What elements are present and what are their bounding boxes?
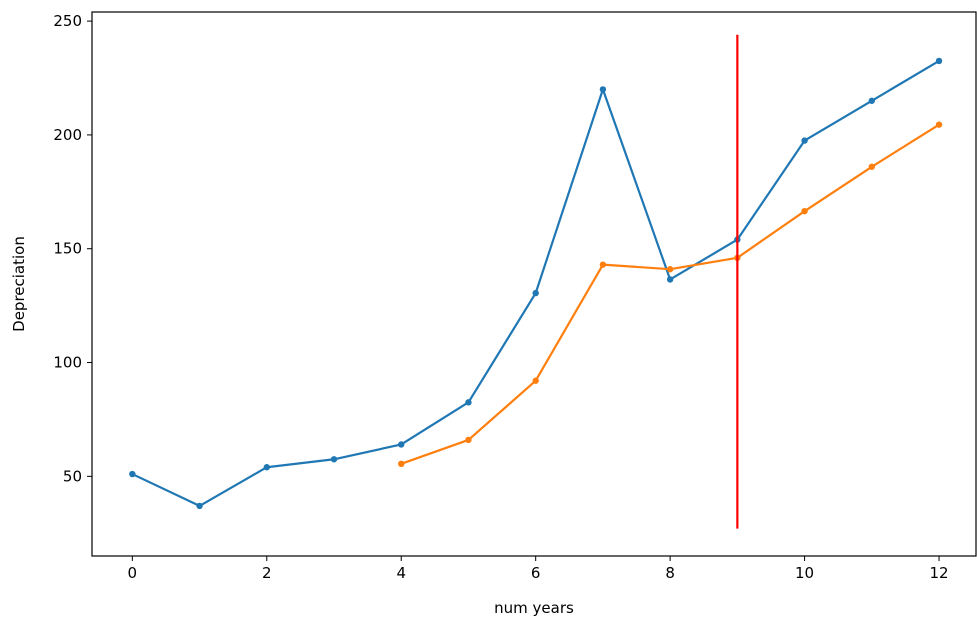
series-1-point bbox=[666, 276, 674, 283]
series-1-point bbox=[330, 456, 338, 463]
axes-frame bbox=[91, 11, 977, 557]
series-1-point bbox=[465, 399, 472, 406]
series-1-point bbox=[801, 137, 808, 144]
x-tick-label: 2 bbox=[262, 564, 272, 582]
series-2-point bbox=[666, 266, 674, 273]
series-1-point bbox=[935, 57, 943, 65]
plot-area bbox=[129, 34, 943, 529]
y-axis-ticks: 50 100 150 200 250 bbox=[53, 12, 92, 485]
y-tick-label: 200 bbox=[53, 126, 82, 144]
x-tick-label: 4 bbox=[396, 564, 406, 582]
series-1-point bbox=[263, 464, 270, 471]
x-tick-label: 10 bbox=[795, 564, 814, 582]
y-tick-label: 100 bbox=[53, 354, 82, 372]
x-tick-label: 12 bbox=[929, 564, 948, 582]
series-1-point bbox=[196, 502, 203, 510]
x-tick-label: 6 bbox=[531, 564, 541, 582]
series-2-line bbox=[400, 123, 940, 465]
series-2-point bbox=[599, 261, 607, 268]
series-1-point bbox=[398, 441, 405, 448]
y-tick-label: 50 bbox=[63, 467, 82, 485]
series-2-point bbox=[465, 436, 472, 444]
y-axis-label: Depreciation bbox=[10, 236, 28, 332]
y-tick-label: 150 bbox=[53, 240, 82, 258]
series-2-point bbox=[935, 121, 943, 128]
series-2-point bbox=[868, 163, 876, 170]
series-2-point bbox=[398, 460, 405, 468]
series-1-line bbox=[131, 59, 940, 508]
series-2-point bbox=[801, 207, 808, 215]
series-1-point bbox=[599, 86, 607, 93]
x-tick-label: 0 bbox=[128, 564, 138, 582]
x-axis-ticks: 0 2 4 6 8 10 12 bbox=[128, 556, 949, 582]
series-1-point bbox=[129, 470, 136, 478]
x-tick-label: 8 bbox=[665, 564, 675, 582]
y-tick-label: 250 bbox=[53, 12, 82, 30]
series-1-point bbox=[868, 97, 876, 104]
x-axis-label: num years bbox=[494, 599, 574, 617]
series-2-point bbox=[532, 377, 539, 384]
series-1-point bbox=[532, 289, 539, 297]
